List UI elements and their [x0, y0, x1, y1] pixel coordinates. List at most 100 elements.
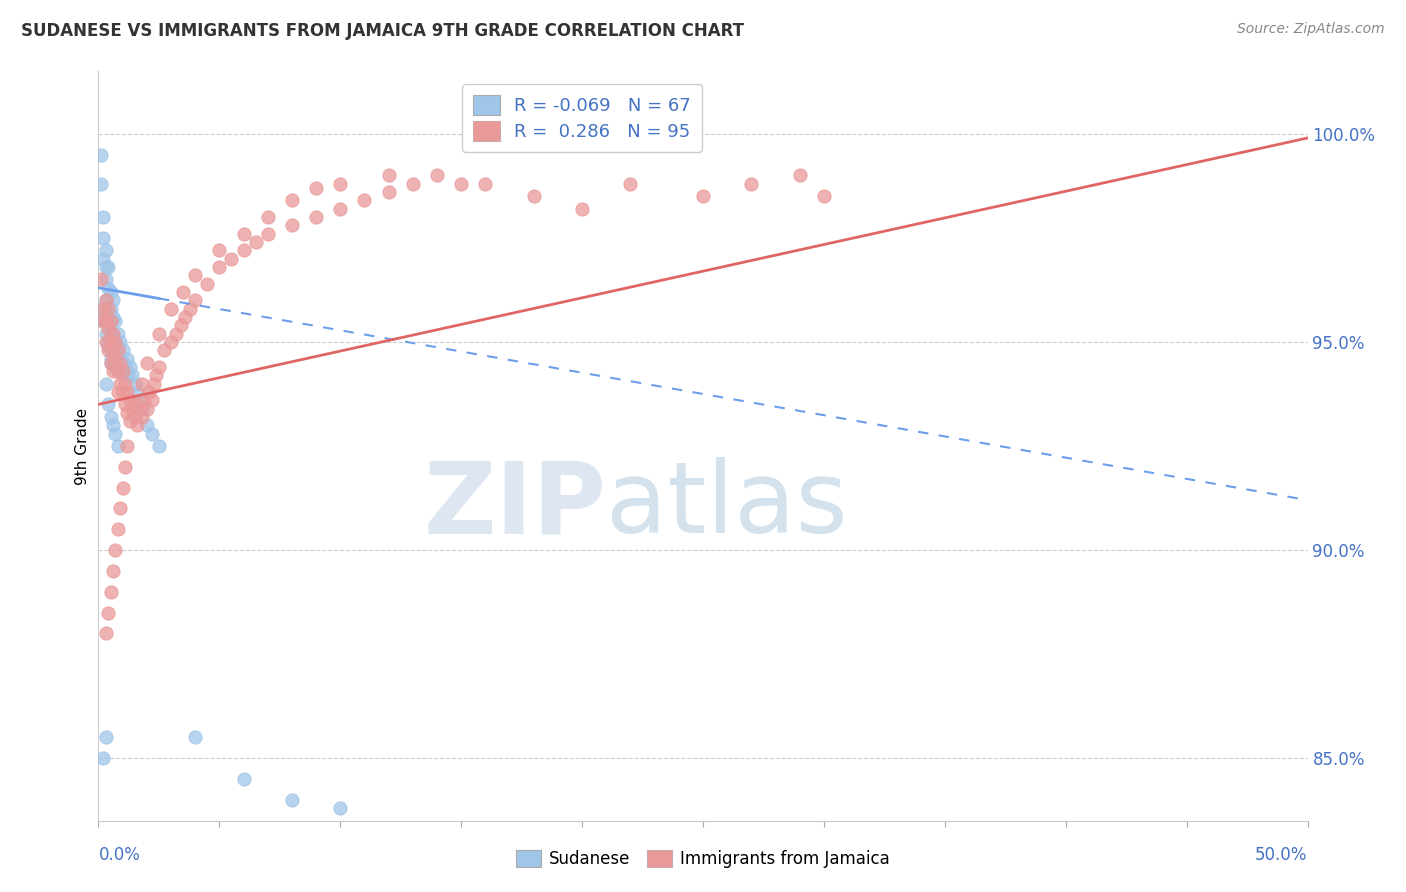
Point: [114, 376, 136, 391]
Point: [692, 189, 714, 203]
Text: 0.0%: 0.0%: [98, 846, 141, 863]
Point: [91, 751, 114, 765]
Point: [97, 343, 120, 358]
Point: [108, 351, 131, 366]
Point: [101, 310, 124, 324]
Point: [131, 401, 153, 416]
Point: [118, 359, 141, 374]
Point: [305, 181, 328, 195]
Point: [94, 272, 117, 286]
Point: [160, 301, 183, 316]
Point: [108, 334, 131, 349]
Text: Source: ZipAtlas.com: Source: ZipAtlas.com: [1237, 22, 1385, 37]
Point: [104, 426, 127, 441]
Point: [101, 364, 124, 378]
Point: [377, 185, 399, 199]
Point: [152, 343, 174, 358]
Point: [221, 252, 243, 266]
Text: 50.0%: 50.0%: [1256, 846, 1308, 863]
Point: [97, 397, 120, 411]
Point: [94, 626, 117, 640]
Point: [131, 376, 153, 391]
Point: [104, 356, 127, 370]
Point: [134, 393, 156, 408]
Point: [91, 252, 114, 266]
Point: [94, 376, 117, 391]
Point: [789, 169, 811, 183]
Point: [127, 418, 149, 433]
Point: [108, 501, 131, 516]
Point: [121, 368, 143, 383]
Y-axis label: 9th Grade: 9th Grade: [75, 408, 90, 484]
Point: [100, 301, 122, 316]
Point: [145, 368, 167, 383]
Point: [107, 343, 129, 358]
Legend: Sudanese, Immigrants from Jamaica: Sudanese, Immigrants from Jamaica: [509, 843, 897, 875]
Point: [117, 406, 139, 420]
Point: [232, 244, 254, 258]
Point: [104, 334, 127, 349]
Point: [90, 272, 112, 286]
Point: [94, 244, 117, 258]
Point: [94, 293, 117, 308]
Point: [107, 384, 129, 399]
Point: [97, 339, 120, 353]
Point: [101, 418, 124, 433]
Point: [97, 301, 120, 316]
Point: [305, 210, 328, 224]
Point: [107, 439, 129, 453]
Point: [141, 426, 163, 441]
Point: [94, 293, 117, 308]
Point: [172, 285, 194, 299]
Point: [107, 343, 129, 358]
Point: [281, 793, 304, 807]
Point: [91, 314, 114, 328]
Point: [91, 231, 114, 245]
Point: [100, 326, 122, 341]
Point: [91, 314, 114, 328]
Point: [329, 801, 352, 815]
Point: [100, 356, 122, 370]
Point: [100, 584, 122, 599]
Point: [179, 301, 201, 316]
Point: [101, 293, 124, 308]
Point: [90, 147, 112, 161]
Point: [107, 359, 129, 374]
Point: [101, 356, 124, 370]
Point: [232, 227, 254, 241]
Point: [124, 409, 146, 424]
Point: [135, 418, 157, 433]
Point: [111, 343, 134, 358]
Text: ZIP: ZIP: [423, 458, 606, 555]
Point: [94, 731, 117, 745]
Point: [118, 414, 141, 428]
Point: [127, 384, 149, 399]
Point: [108, 376, 131, 391]
Point: [108, 356, 131, 370]
Point: [208, 244, 231, 258]
Point: [101, 343, 124, 358]
Point: [426, 169, 449, 183]
Point: [245, 235, 267, 249]
Point: [124, 397, 146, 411]
Point: [104, 359, 127, 374]
Point: [101, 326, 124, 341]
Point: [740, 177, 762, 191]
Point: [377, 169, 399, 183]
Text: SUDANESE VS IMMIGRANTS FROM JAMAICA 9TH GRADE CORRELATION CHART: SUDANESE VS IMMIGRANTS FROM JAMAICA 9TH …: [21, 22, 744, 40]
Point: [97, 281, 120, 295]
Point: [90, 301, 112, 316]
Point: [165, 326, 187, 341]
Point: [474, 177, 496, 191]
Point: [281, 219, 304, 233]
Point: [114, 397, 136, 411]
Point: [124, 376, 146, 391]
Point: [174, 310, 197, 324]
Point: [121, 401, 143, 416]
Point: [94, 314, 117, 328]
Point: [111, 368, 134, 383]
Point: [100, 334, 122, 349]
Point: [208, 260, 231, 274]
Point: [111, 364, 134, 378]
Point: [117, 384, 139, 399]
